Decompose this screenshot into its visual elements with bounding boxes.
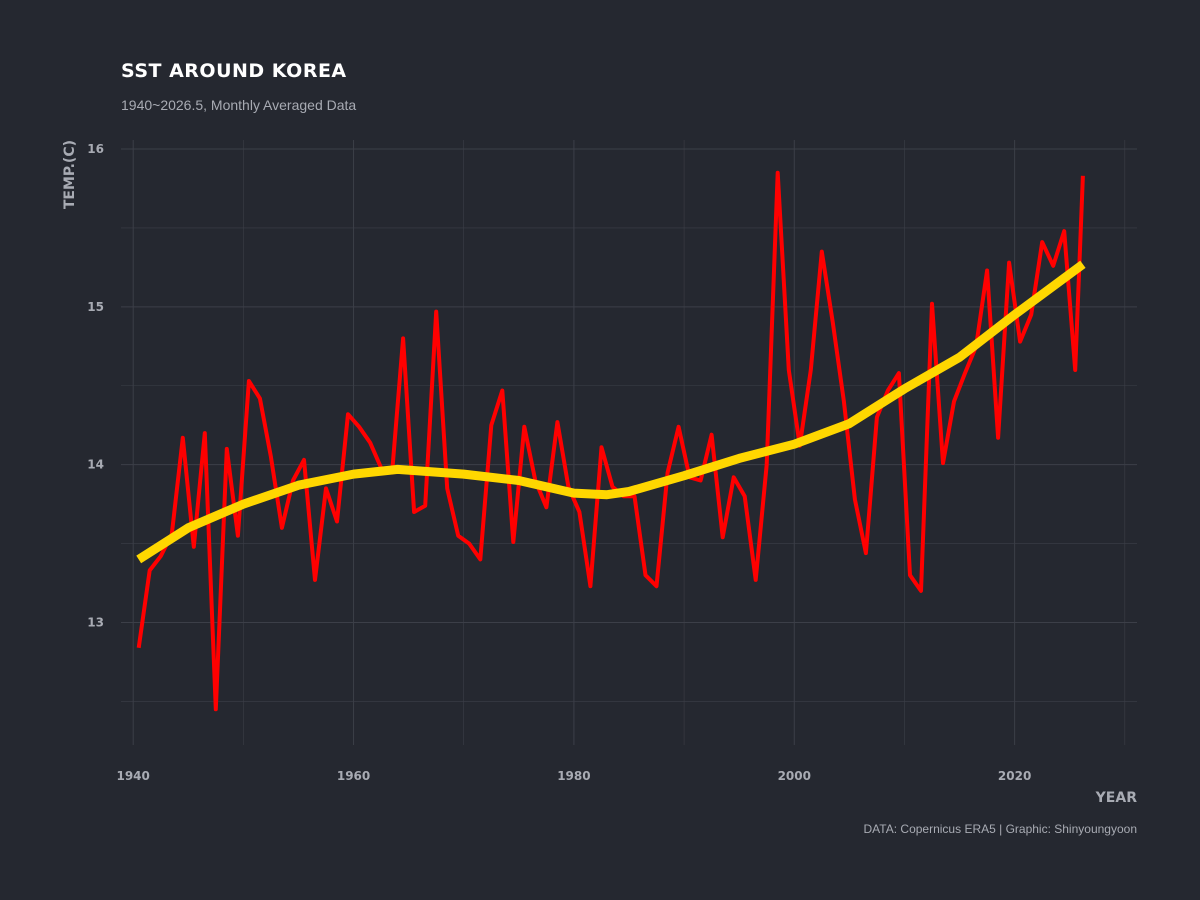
x-tick-label: 1980 <box>557 769 590 783</box>
raw-sst-line <box>136 170 1085 712</box>
trend-line <box>136 260 1086 564</box>
chart-subtitle: 1940~2026.5, Monthly Averaged Data <box>121 97 357 113</box>
y-tick-label: 14 <box>87 458 104 472</box>
x-tick-label: 2020 <box>998 769 1031 783</box>
chart-title: SST AROUND KOREA <box>121 60 347 82</box>
y-tick-label: 15 <box>87 300 104 314</box>
y-tick-label: 16 <box>87 142 104 156</box>
x-tick-label: 1940 <box>116 769 149 783</box>
x-axis-title: YEAR <box>1095 790 1138 806</box>
x-tick-label: 1960 <box>337 769 370 783</box>
y-axis-title: TEMP.(C) <box>62 140 78 209</box>
x-tick-label: 2000 <box>778 769 811 783</box>
chart-caption: DATA: Copernicus ERA5 | Graphic: Shinyou… <box>863 822 1137 836</box>
y-tick-label: 13 <box>87 616 104 630</box>
